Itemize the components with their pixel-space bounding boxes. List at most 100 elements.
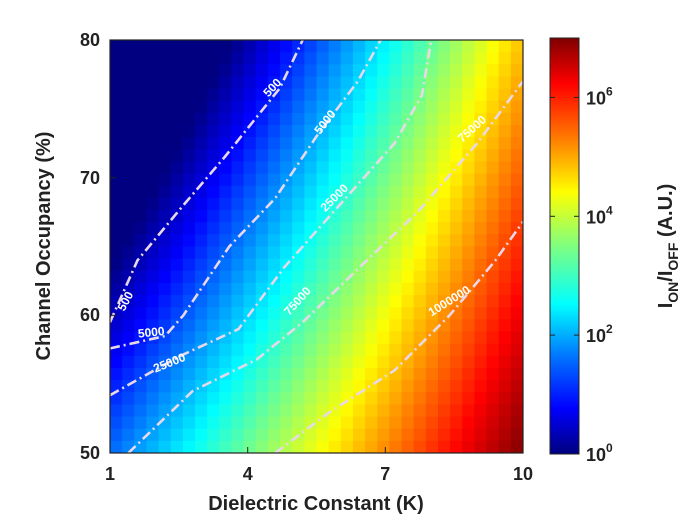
heatmap-cell	[231, 416, 245, 430]
heatmap-cell	[304, 331, 318, 345]
heatmap-cell	[425, 282, 439, 296]
heatmap-cell	[207, 197, 220, 211]
heatmap-cell	[510, 282, 523, 296]
heatmap-cell	[255, 307, 269, 320]
y-tick-label: 50	[80, 443, 100, 463]
heatmap-cell	[352, 319, 366, 333]
heatmap-cell	[207, 149, 220, 163]
heatmap-cell	[219, 416, 233, 430]
heatmap-cell	[316, 76, 330, 90]
heatmap-cell	[122, 331, 135, 345]
heatmap-cell	[134, 246, 148, 260]
heatmap-cell	[486, 64, 500, 78]
heatmap-cell	[231, 64, 245, 78]
heatmap-cell	[389, 258, 403, 272]
heatmap-cell	[182, 64, 196, 78]
heatmap-cell	[267, 64, 281, 78]
heatmap-cell	[450, 100, 463, 114]
heatmap-cell	[425, 355, 439, 369]
heatmap-cell	[352, 112, 366, 126]
heatmap-cells	[110, 40, 523, 453]
heatmap-cell	[365, 258, 378, 272]
heatmap-cell	[122, 88, 135, 102]
heatmap-cell	[182, 428, 196, 442]
heatmap-cell	[437, 440, 451, 453]
heatmap-cell	[352, 137, 366, 150]
heatmap-cell	[450, 112, 463, 126]
heatmap-cell	[122, 282, 135, 296]
heatmap-cell	[146, 210, 160, 223]
heatmap-cell	[182, 137, 196, 150]
heatmap-cell	[352, 222, 366, 235]
heatmap-cell	[207, 428, 220, 442]
heatmap-cell	[328, 343, 342, 357]
heatmap-cell	[377, 440, 390, 453]
heatmap-cell	[425, 404, 439, 418]
heatmap-cell	[134, 380, 148, 393]
heatmap-cell	[365, 270, 378, 284]
heatmap-cell	[316, 100, 330, 114]
heatmap-cell	[280, 100, 293, 114]
heatmap-cell	[340, 440, 354, 453]
heatmap-cell	[243, 331, 257, 345]
heatmap-cell	[462, 88, 476, 102]
heatmap-cell	[377, 52, 390, 65]
heatmap-cell	[462, 125, 476, 138]
heatmap-cell	[304, 258, 318, 272]
heatmap-cell	[474, 234, 488, 248]
heatmap-cell	[462, 161, 476, 175]
heatmap-cell	[316, 440, 330, 453]
heatmap-cell	[462, 100, 476, 114]
heatmap-cell	[401, 137, 415, 150]
heatmap-cell	[146, 112, 160, 126]
heatmap-cell	[450, 440, 463, 453]
heatmap-cell	[425, 161, 439, 175]
heatmap-cell	[134, 52, 148, 65]
heatmap-cell	[450, 295, 463, 308]
heatmap-cell	[280, 210, 293, 223]
heatmap-cell	[195, 137, 208, 150]
heatmap-cell	[134, 64, 148, 78]
heatmap-cell	[219, 295, 233, 308]
heatmap-cell	[304, 149, 318, 163]
heatmap-cell	[316, 367, 330, 381]
heatmap-cell	[304, 404, 318, 418]
heatmap-cell	[474, 416, 488, 430]
heatmap-cell	[304, 392, 318, 406]
heatmap-cell	[352, 100, 366, 114]
heatmap-cell	[425, 440, 439, 453]
heatmap-cell	[231, 440, 245, 453]
heatmap-cell	[280, 282, 293, 296]
heatmap-cell	[219, 343, 233, 357]
heatmap-cell	[413, 64, 427, 78]
heatmap-cell	[182, 380, 196, 393]
heatmap-cell	[389, 404, 403, 418]
heatmap-cell	[389, 307, 403, 320]
heatmap-cell	[377, 210, 390, 223]
heatmap-cell	[462, 404, 476, 418]
heatmap-cell	[292, 367, 305, 381]
heatmap-cell	[437, 246, 451, 260]
heatmap-cell	[316, 319, 330, 333]
heatmap-cell	[462, 307, 476, 320]
heatmap-cell	[413, 88, 427, 102]
heatmap-cell	[498, 380, 512, 393]
heatmap-cell	[280, 416, 293, 430]
heatmap-cell	[243, 64, 257, 78]
heatmap-cell	[243, 416, 257, 430]
heatmap-cell	[437, 343, 451, 357]
heatmap-cell	[195, 416, 208, 430]
heatmap-cell	[110, 100, 123, 114]
heatmap-cell	[510, 222, 523, 235]
heatmap-cell	[437, 355, 451, 369]
heatmap-cell	[231, 76, 245, 90]
heatmap-cell	[510, 100, 523, 114]
heatmap-cell	[304, 319, 318, 333]
heatmap-cell	[510, 210, 523, 223]
x-axis-title: Dielectric Constant (K)	[208, 493, 424, 515]
heatmap-cell	[292, 234, 305, 248]
heatmap-cell	[474, 173, 488, 187]
heatmap-cell	[134, 282, 148, 296]
heatmap-cell	[243, 100, 257, 114]
heatmap-cell	[425, 307, 439, 320]
